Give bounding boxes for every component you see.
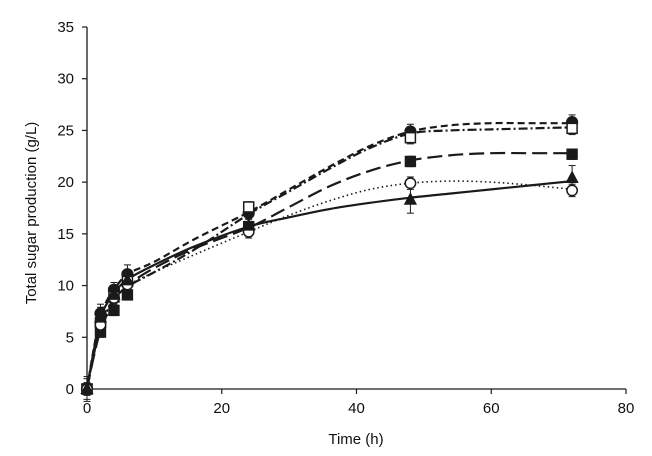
- x-tick-label: 0: [83, 400, 91, 417]
- marker-open-square: [404, 131, 417, 144]
- marker-open-circle: [566, 184, 579, 197]
- marker-open-circle: [404, 177, 417, 190]
- x-tick-label: 60: [483, 400, 500, 417]
- marker-open-square: [566, 122, 578, 135]
- marker-filled-square: [121, 289, 134, 301]
- marker-filled-triangle: [120, 272, 135, 286]
- marker-filled-triangle: [93, 310, 108, 323]
- y-tick-label: 5: [66, 329, 74, 346]
- y-tick-label: 15: [57, 226, 74, 243]
- y-tick-label: 20: [57, 174, 74, 191]
- marker-filled-square: [108, 304, 120, 317]
- x-tick-label: 40: [348, 400, 365, 417]
- y-tick-label: 0: [66, 381, 74, 398]
- marker-filled-square: [566, 148, 578, 160]
- marker-filled-triangle: [403, 192, 418, 205]
- marker-filled-triangle: [107, 287, 121, 300]
- y-tick-label: 10: [57, 278, 74, 295]
- y-tick-label: 35: [57, 19, 74, 36]
- error-bars: [83, 114, 576, 402]
- y-tick-label: 30: [57, 71, 74, 88]
- marker-filled-triangle: [80, 381, 94, 394]
- marker-filled-triangle: [565, 170, 579, 184]
- series-line-filled-triangle: [85, 180, 573, 390]
- data-markers: [80, 116, 579, 396]
- marker-filled-triangle: [242, 218, 256, 231]
- y-axis-title: Total sugar production (g/L): [23, 122, 40, 305]
- marker-open-square: [242, 201, 255, 213]
- series-curves: [85, 121, 573, 390]
- tick-labels: 0 20 40 60 80 0 5 10 15 20 25 30 35: [57, 19, 634, 417]
- marker-filled-square: [404, 155, 417, 168]
- series-line-filled-circle: [85, 121, 573, 390]
- x-tick-label: 20: [213, 400, 230, 417]
- y-tick-label: 25: [57, 122, 74, 139]
- x-axis-title: Time (h): [328, 431, 383, 448]
- series-line-open-circle: [86, 180, 573, 390]
- axes: [82, 26, 627, 394]
- x-tick-label: 80: [618, 400, 635, 417]
